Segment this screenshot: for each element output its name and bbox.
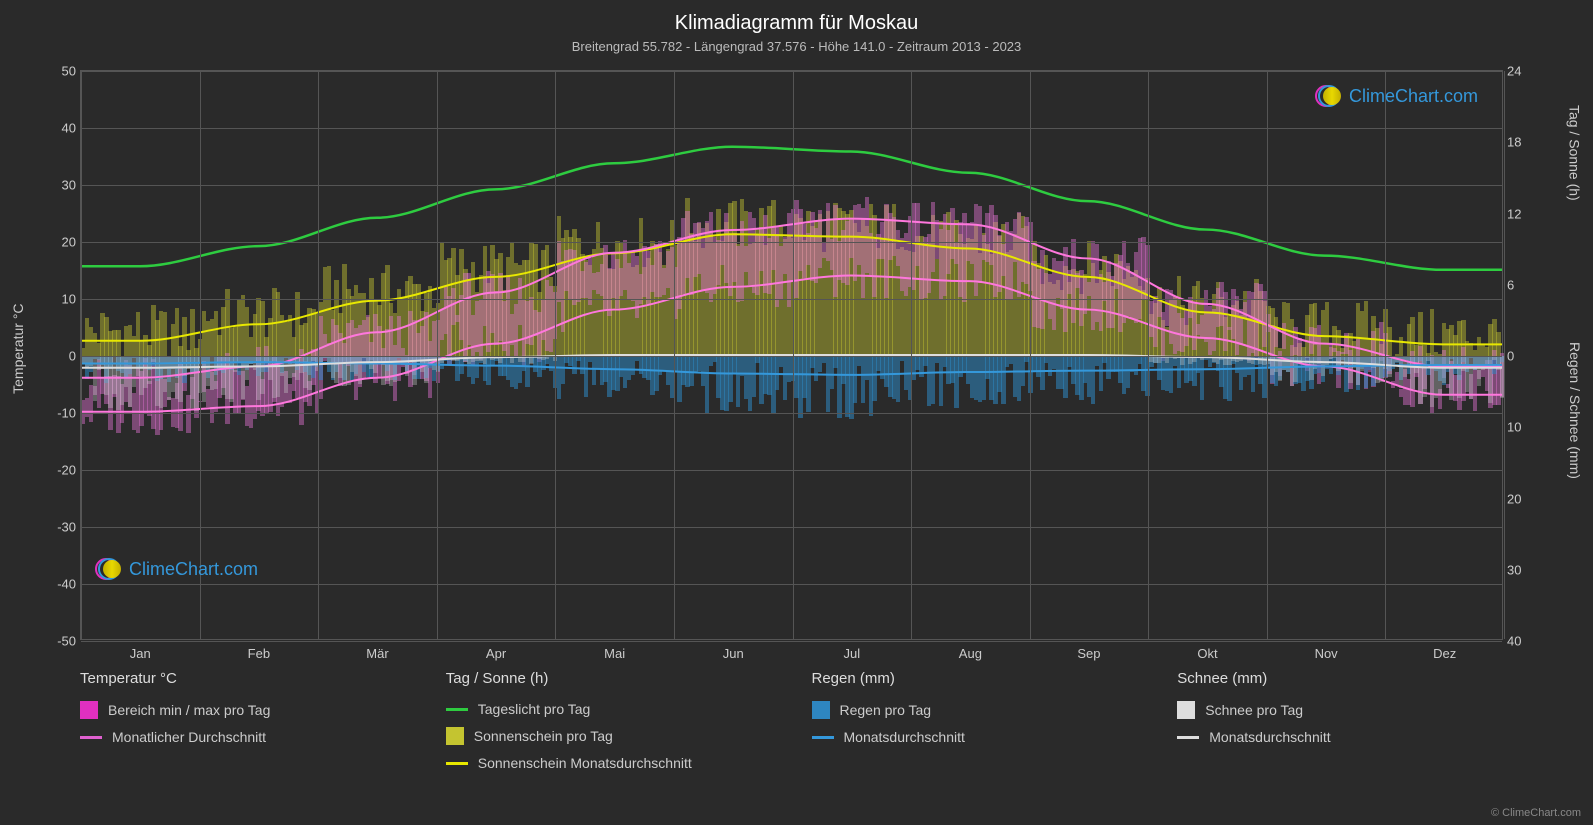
legend-item: Monatsdurchschnitt [812,729,1138,745]
y-tick-right-hours: 6 [1507,277,1537,292]
climate-chart: Klimadiagramm für Moskau Breitengrad 55.… [0,0,1593,825]
legend: Temperatur °C Bereich min / max pro Tag Mo… [80,670,1503,815]
legend-label: Monatsdurchschnitt [1209,729,1330,745]
y-tick-left: 50 [41,64,76,79]
legend-col-daylight: Tag / Sonne (h) Tageslicht pro Tag Sonnens… [446,670,772,815]
legend-swatch [80,736,102,739]
y-tick-left: -40 [41,577,76,592]
x-tick-month: Jul [843,646,860,661]
x-tick-month: Aug [959,646,982,661]
x-tick-month: Jun [723,646,744,661]
y-tick-left: 20 [41,235,76,250]
legend-label: Sonnenschein pro Tag [474,728,613,744]
x-tick-month: Apr [486,646,506,661]
legend-item: Monatlicher Durchschnitt [80,729,406,745]
x-tick-month: Okt [1197,646,1217,661]
watermark: ClimeChart.com [95,555,258,583]
x-tick-month: Nov [1315,646,1338,661]
y-tick-left: -50 [41,634,76,649]
y-tick-left: 10 [41,292,76,307]
legend-item: Schnee pro Tag [1177,701,1503,719]
legend-item: Bereich min / max pro Tag [80,701,406,719]
legend-label: Schnee pro Tag [1205,702,1303,718]
chart-title: Klimadiagramm für Moskau [0,0,1593,35]
watermark-text: ClimeChart.com [1349,86,1478,107]
y-tick-right-mm: 10 [1507,420,1537,435]
y-tick-right-hours: 0 [1507,349,1537,364]
y-tick-right-hours: 24 [1507,64,1537,79]
y-axis-left-title: Temperatur °C [10,303,26,393]
legend-swatch [812,736,834,739]
y-tick-left: 30 [41,178,76,193]
watermark-text: ClimeChart.com [129,559,258,580]
legend-label: Sonnenschein Monatsdurchschnitt [478,755,692,771]
legend-header: Tag / Sonne (h) [446,670,772,687]
legend-swatch [446,727,464,745]
watermark-icon [95,555,123,583]
legend-swatch [446,708,468,711]
y-axis-right-top-title: Tag / Sonne (h) [1567,105,1583,201]
legend-item: Monatsdurchschnitt [1177,729,1503,745]
legend-item: Sonnenschein pro Tag [446,727,772,745]
legend-label: Tageslicht pro Tag [478,701,591,717]
chart-subtitle: Breitengrad 55.782 - Längengrad 37.576 -… [0,35,1593,54]
y-tick-right-mm: 40 [1507,634,1537,649]
legend-header: Temperatur °C [80,670,406,687]
plot-area: -50-40-30-20-100102030405006121824102030… [80,70,1503,640]
legend-swatch [1177,736,1199,739]
y-tick-left: 0 [41,349,76,364]
legend-item: Sonnenschein Monatsdurchschnitt [446,755,772,771]
y-tick-right-mm: 30 [1507,562,1537,577]
daily-bars-layer [81,71,1502,639]
legend-swatch [446,762,468,765]
y-axis-right-bottom-title: Regen / Schnee (mm) [1567,341,1583,478]
legend-label: Monatsdurchschnitt [844,729,965,745]
x-tick-month: Feb [248,646,270,661]
watermark: ClimeChart.com [1315,82,1478,110]
x-tick-month: Mär [366,646,388,661]
y-tick-left: -20 [41,463,76,478]
watermark-icon [1315,82,1343,110]
legend-header: Schnee (mm) [1177,670,1503,687]
copyright-text: © ClimeChart.com [1491,807,1581,819]
legend-swatch [80,701,98,719]
legend-item: Tageslicht pro Tag [446,701,772,717]
y-tick-right-hours: 12 [1507,206,1537,221]
y-tick-right-hours: 18 [1507,135,1537,150]
legend-swatch [1177,701,1195,719]
legend-swatch [812,701,830,719]
legend-col-snow: Schnee (mm) Schnee pro Tag Monatsdurchschn… [1177,670,1503,815]
legend-col-rain: Regen (mm) Regen pro Tag Monatsdurchschnit… [812,670,1138,815]
legend-header: Regen (mm) [812,670,1138,687]
x-tick-month: Sep [1077,646,1100,661]
legend-label: Bereich min / max pro Tag [108,702,270,718]
x-tick-month: Dez [1433,646,1456,661]
y-tick-left: -30 [41,520,76,535]
legend-label: Monatlicher Durchschnitt [112,729,266,745]
legend-col-temperature: Temperatur °C Bereich min / max pro Tag Mo… [80,670,406,815]
y-tick-left: 40 [41,121,76,136]
legend-label: Regen pro Tag [840,702,932,718]
x-tick-month: Mai [604,646,625,661]
legend-item: Regen pro Tag [812,701,1138,719]
y-tick-right-mm: 20 [1507,491,1537,506]
x-tick-month: Jan [130,646,151,661]
y-tick-left: -10 [41,406,76,421]
